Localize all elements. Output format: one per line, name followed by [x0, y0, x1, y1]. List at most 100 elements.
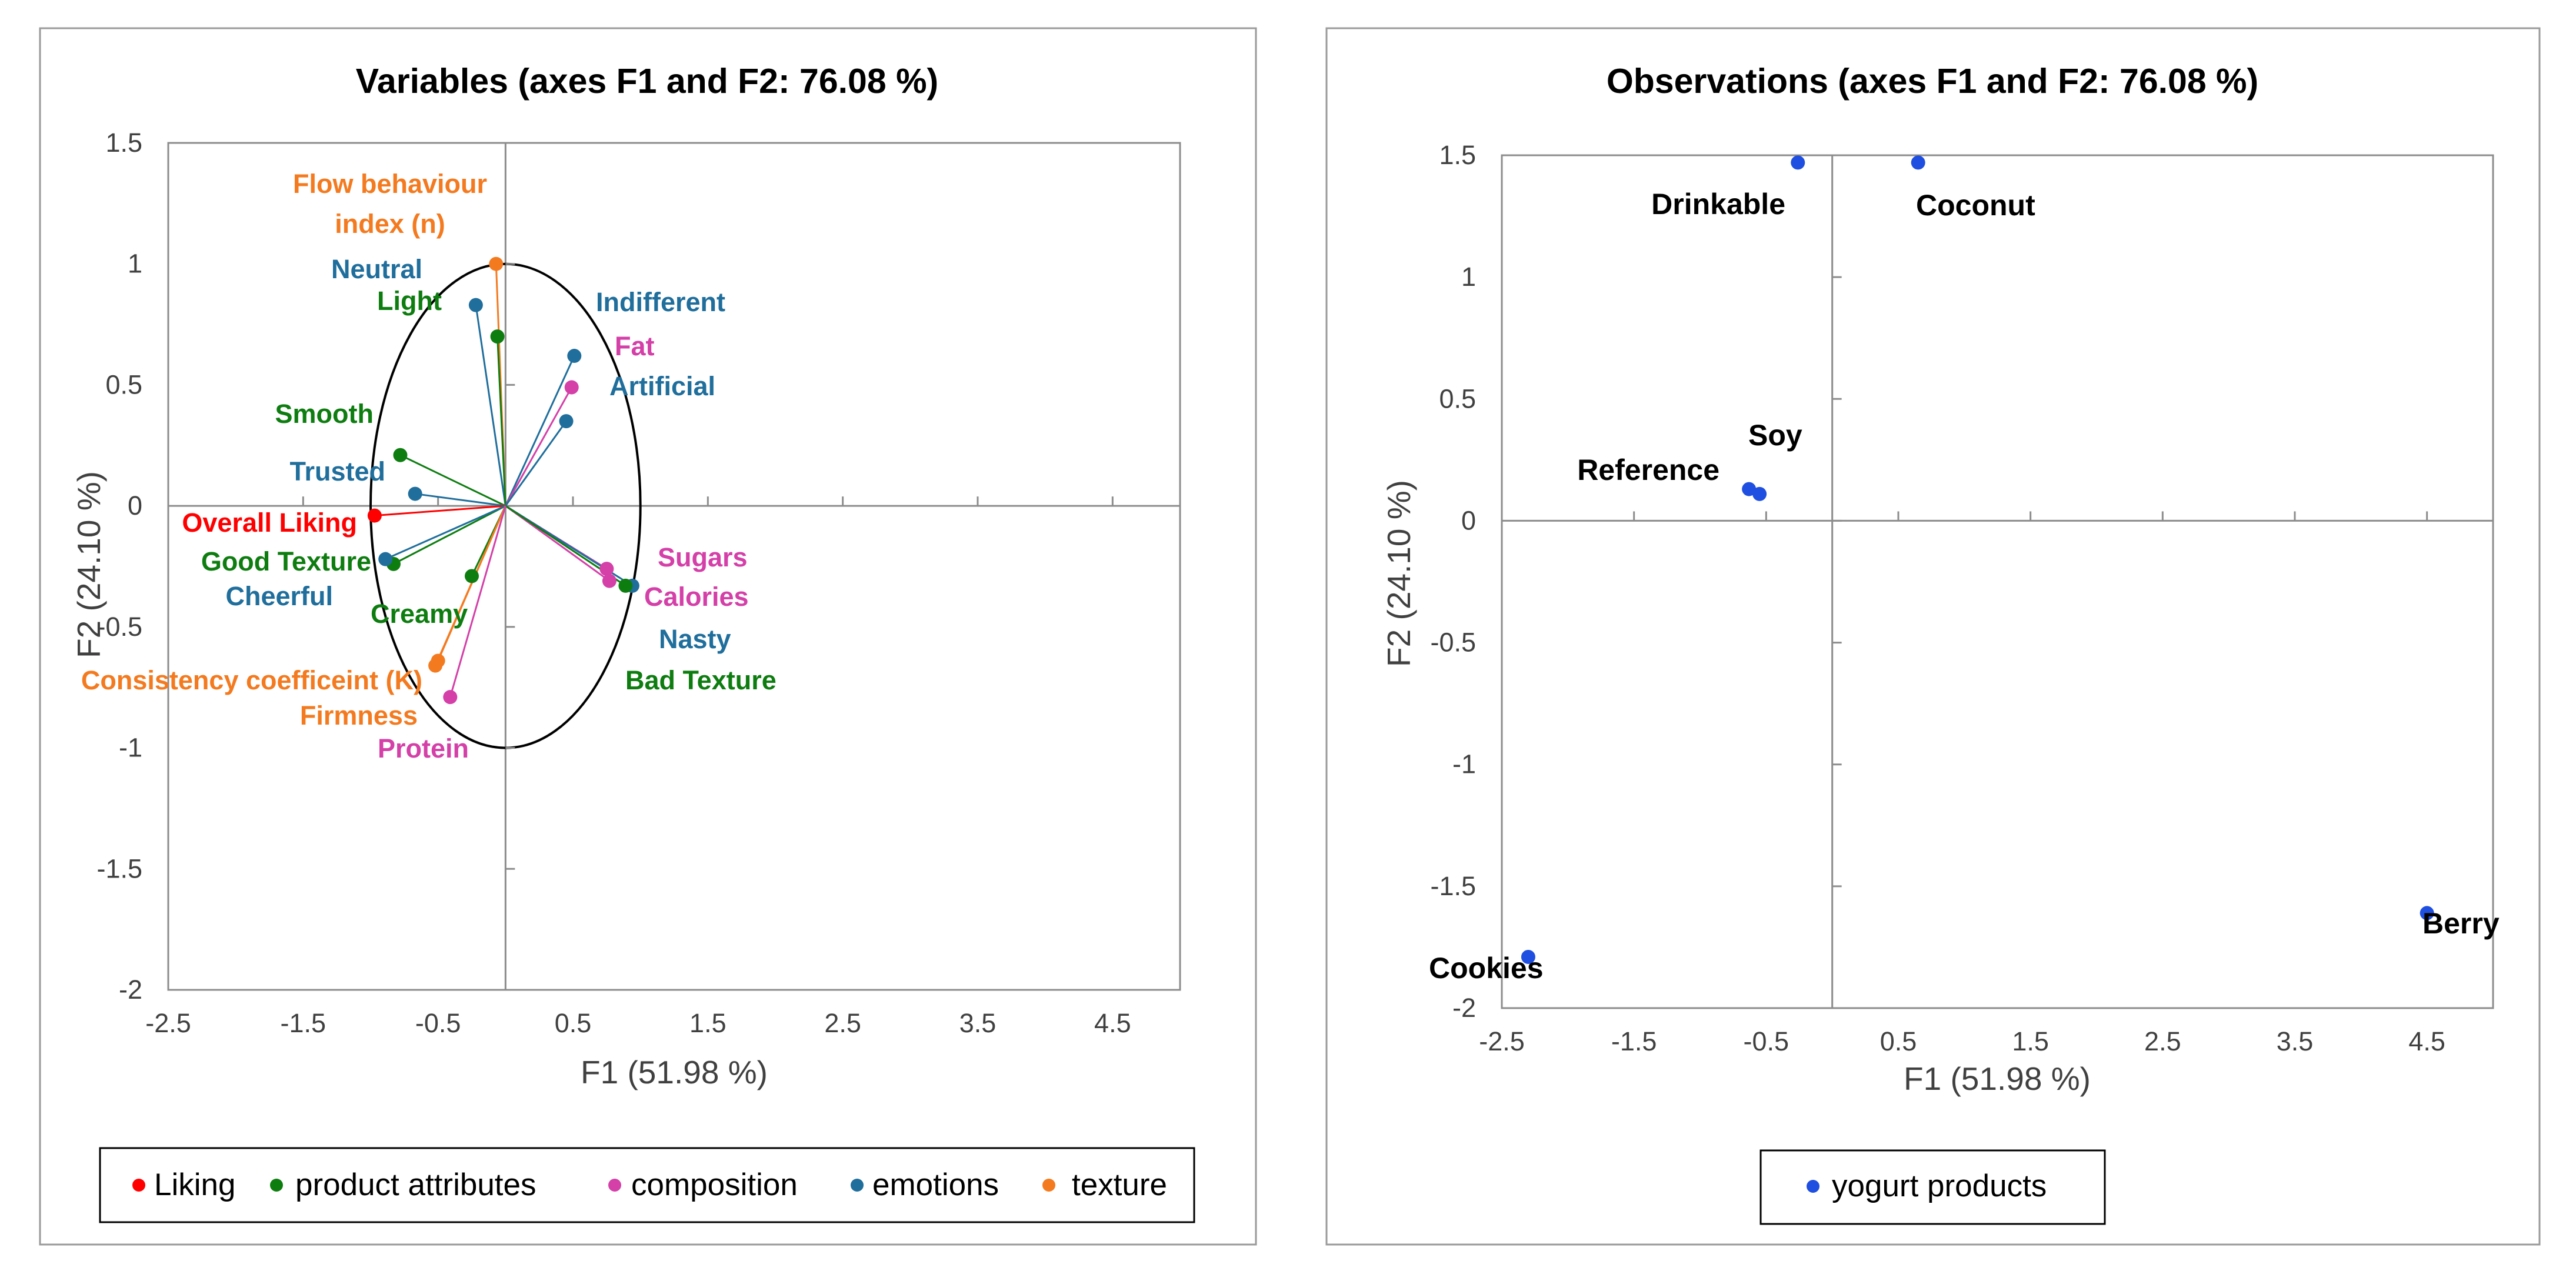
label-artificial: Artificial — [609, 371, 715, 401]
x-tick-label: 2.5 — [824, 1008, 861, 1038]
point-neutral — [468, 298, 483, 312]
point-light — [490, 329, 505, 344]
variables-points — [367, 256, 639, 705]
point-protein — [443, 690, 458, 705]
legend-item-liking: Liking — [132, 1167, 235, 1202]
observations-plot-border — [1501, 154, 2494, 1009]
observations-points — [1521, 155, 2434, 964]
y-tick-label: 1.5 — [1439, 140, 1476, 170]
x-tick-label: -2.5 — [145, 1008, 191, 1038]
point-reference — [1742, 482, 1757, 496]
point-bad-texture — [618, 578, 633, 593]
label-flow-behaviour-line2: index (n) — [335, 209, 445, 239]
y-tick-label: -2 — [119, 975, 142, 1005]
point-smooth — [393, 448, 408, 462]
x-tick-label: -1.5 — [281, 1008, 326, 1038]
legend-label-product-attributes: product attributes — [295, 1167, 536, 1202]
x-tick-label: 2.5 — [2144, 1026, 2181, 1056]
legend-item-product-attributes: product attributes — [270, 1167, 536, 1202]
label-light: Light — [377, 286, 442, 316]
x-tick-label: 4.5 — [1094, 1008, 1131, 1038]
legend-item-composition: composition — [608, 1167, 798, 1202]
point-trusted — [408, 486, 422, 501]
point-calories — [602, 573, 616, 588]
observations-legend: yogurt products — [1759, 1149, 2106, 1225]
observations-y-ticks: -2 -1.5 -1 -0.5 0 0.5 1 1.5 — [1430, 140, 1842, 1023]
y-tick-label: 1 — [128, 249, 142, 279]
vector-overall-liking — [374, 505, 506, 517]
y-tick-label: -1.5 — [1430, 871, 1476, 901]
legend-label-yogurt-products: yogurt products — [1832, 1169, 2047, 1203]
variables-panel: Variables (axes F1 and F2: 76.08 %) -2.5… — [39, 27, 1257, 1246]
variables-y-ticks: -2 -1.5 -1 -0.5 0 0.5 1 1.5 — [96, 128, 515, 1005]
point-coconut — [1911, 155, 1925, 170]
point-drinkable — [1791, 155, 1805, 170]
legend-label-emotions: emotions — [872, 1167, 999, 1202]
x-tick-label: -0.5 — [415, 1008, 461, 1038]
variables-legend: Liking product attributes composition em… — [99, 1147, 1195, 1223]
label-coconut: Coconut — [1916, 189, 2035, 222]
label-trusted: Trusted — [289, 456, 385, 486]
legend-marker-texture — [1042, 1179, 1055, 1192]
label-firmness: Firmness — [300, 700, 418, 730]
legend-item-texture: texture — [1042, 1167, 1167, 1202]
legend-marker-composition — [608, 1179, 621, 1192]
label-smooth: Smooth — [275, 399, 374, 429]
label-drinkable: Drinkable — [1651, 188, 1785, 221]
point-berry — [2420, 906, 2434, 920]
label-reference: Reference — [1577, 453, 1719, 486]
label-nasty: Nasty — [659, 624, 731, 654]
variables-panel-frame — [39, 27, 1257, 1246]
label-consistency-coefficient: Consistency coefficeint (K) — [81, 665, 422, 695]
x-tick-label: 1.5 — [2012, 1026, 2049, 1056]
x-tick-label: 3.5 — [2277, 1026, 2314, 1056]
label-cookies: Cookies — [1429, 952, 1544, 985]
y-tick-label: -0.5 — [96, 612, 142, 642]
point-cookies — [1521, 950, 1535, 964]
vector-cheerful — [385, 505, 506, 561]
y-tick-label: 0 — [1461, 505, 1476, 535]
x-tick-label: 4.5 — [2408, 1026, 2445, 1056]
label-sugars: Sugars — [658, 542, 748, 572]
label-overall-liking: Overall Liking — [182, 508, 357, 538]
vector-trusted — [415, 493, 506, 507]
point-creamy — [465, 569, 479, 583]
point-flow-behaviour — [489, 256, 504, 271]
label-protein: Protein — [378, 733, 469, 763]
y-tick-label: 1.5 — [105, 128, 142, 158]
point-indifferent — [567, 349, 582, 363]
observations-y-axis-label: F2 (24.10 %) — [1381, 480, 1417, 667]
vector-protein — [449, 505, 506, 698]
legend-label-composition: composition — [631, 1167, 798, 1202]
label-creamy: Creamy — [371, 599, 468, 629]
label-fat: Fat — [615, 331, 655, 361]
point-firmness — [431, 653, 445, 668]
vector-good-texture — [393, 505, 506, 565]
observations-data-labels: Drinkable Coconut Soy Reference Berry Co… — [1429, 188, 2500, 985]
legend-marker-emotions — [851, 1179, 864, 1192]
vector-fat — [505, 386, 573, 506]
vector-artificial — [505, 421, 567, 507]
x-tick-label: -2.5 — [1479, 1026, 1525, 1056]
label-indifferent: Indifferent — [596, 287, 725, 317]
point-artificial — [559, 414, 574, 429]
point-sugars — [599, 562, 614, 576]
legend-marker-liking — [132, 1179, 145, 1192]
variables-data-labels: Flow behaviour index (n) Neutral Light I… — [81, 169, 777, 763]
variables-plot-border — [167, 142, 1181, 991]
y-tick-label: -1 — [119, 733, 142, 763]
variables-x-ticks: -2.5 -1.5 -0.5 0.5 1.5 2.5 3.5 4.5 — [145, 496, 1131, 1038]
observations-x-axis-label: F1 (51.98 %) — [1904, 1060, 2091, 1097]
legend-label-texture: texture — [1072, 1167, 1167, 1202]
point-soy — [1752, 486, 1767, 501]
label-bad-texture: Bad Texture — [625, 665, 777, 695]
point-overall-liking — [367, 508, 382, 523]
legend-item-yogurt-products: yogurt products — [1807, 1169, 2047, 1203]
x-tick-label: 1.5 — [689, 1008, 727, 1038]
observations-chart-title: Observations (axes F1 and F2: 76.08 %) — [1607, 62, 2258, 101]
legend-label-liking: Liking — [154, 1167, 235, 1202]
observations-panel-frame — [1325, 27, 2541, 1246]
label-berry: Berry — [2422, 907, 2500, 940]
observations-x-ticks: -2.5 -1.5 -0.5 0.5 1.5 2.5 3.5 4.5 — [1479, 511, 2445, 1056]
vector-indifferent — [504, 355, 575, 506]
